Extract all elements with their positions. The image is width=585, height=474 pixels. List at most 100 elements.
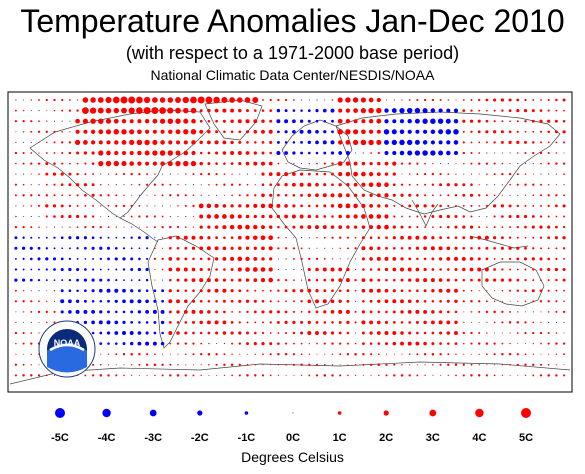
anomaly-dot [261,225,265,230]
anomaly-dot [183,140,188,145]
anomaly-dot [462,246,466,250]
anomaly-dot [221,96,228,104]
anomaly-dot [151,107,159,115]
anomaly-dot [532,321,535,324]
anomaly-dot [307,182,312,187]
anomaly-dot [315,320,319,324]
anomaly-dot [22,374,25,377]
anomaly-dot [300,363,303,367]
anomaly-dot [393,247,396,250]
anomaly-dot [230,321,234,324]
anomaly-dot [129,299,134,304]
anomaly-dot [90,118,96,124]
anomaly-dot [392,289,396,293]
anomaly-dot [121,139,127,145]
anomaly-dot [377,320,381,325]
anomaly-dot [137,119,142,124]
anomaly-dot [100,183,102,186]
anomaly-dot [485,130,489,134]
anomaly-dot [207,352,211,356]
anomaly-dot [393,374,396,377]
anomaly-dot [115,268,118,271]
anomaly-dot [168,321,172,324]
anomaly-dot [377,161,381,166]
anomaly-dot [377,151,380,155]
anomaly-dot [423,204,427,208]
anomaly-dot [501,172,504,176]
anomaly-dot [30,215,32,218]
anomaly-dot [245,256,250,262]
anomaly-dot [384,204,389,208]
anomaly-dot [463,353,465,355]
anomaly-dot [192,215,195,218]
anomaly-dot [22,268,25,271]
anomaly-dot [391,139,397,146]
anomaly-dot [161,363,164,366]
anomaly-dot [354,342,357,345]
anomaly-dot [237,267,242,272]
anomaly-dot [308,257,311,261]
anomaly-dot [29,246,33,250]
anomaly-dot [253,342,257,346]
anomaly-dot [346,320,350,325]
anomaly-dot [113,160,120,167]
anomaly-dot [486,353,488,356]
anomaly-dot [143,96,151,104]
anomaly-dot [61,141,64,144]
anomaly-dot [199,331,203,335]
anomaly-dot [84,289,87,293]
anomaly-dot [368,97,374,103]
anomaly-dot [145,278,149,282]
anomaly-dot [99,278,103,282]
anomaly-dot [416,331,419,335]
anomaly-dot [38,141,40,143]
anomaly-dot [268,172,273,176]
anomaly-dot [84,374,87,377]
anomaly-dot [199,320,203,325]
anomaly-dot [191,235,196,240]
anomaly-dot [399,150,405,156]
anomaly-dot [199,161,203,166]
anomaly-dot [524,331,527,335]
anomaly-dot [245,151,250,155]
anomaly-dot [145,341,150,346]
anomaly-dot [245,331,250,335]
anomaly-dot [254,321,257,324]
anomaly-dot [92,363,95,366]
anomaly-dot [547,289,550,292]
india-outline [411,199,439,227]
anomaly-dot [369,268,373,271]
anomaly-dot [454,320,458,325]
anomaly-dot [485,141,488,144]
anomaly-dot [99,257,102,261]
anomaly-dot [369,246,373,251]
anomaly-dot [308,353,310,355]
anomaly-dot [152,309,157,314]
anomaly-dot [261,161,265,166]
anomaly-dot [208,374,210,376]
anomaly-dot [68,194,71,197]
anomaly-dot [501,268,504,271]
anomaly-dot [547,162,550,165]
anomaly-dot [555,257,558,260]
anomaly-dot [123,194,125,196]
anomaly-dot [145,299,149,304]
anomaly-dot [145,161,150,166]
anomaly-dot [322,140,327,145]
anomaly-dot [361,236,365,240]
anomaly-dot [130,215,133,218]
anomaly-dot [199,151,203,155]
anomaly-dot [106,246,111,250]
anomaly-dot [338,320,342,324]
anomaly-dot [152,150,158,156]
anomaly-dot [462,331,465,335]
anomaly-dot [323,183,327,187]
anomaly-dot [555,321,557,323]
anomaly-dot [547,247,550,250]
anomaly-dot [509,342,511,345]
anomaly-dot [486,109,488,112]
anomaly-dot [83,309,88,314]
anomaly-dot [517,374,519,376]
anomaly-dot [15,215,17,218]
anomaly-dot [376,256,381,261]
